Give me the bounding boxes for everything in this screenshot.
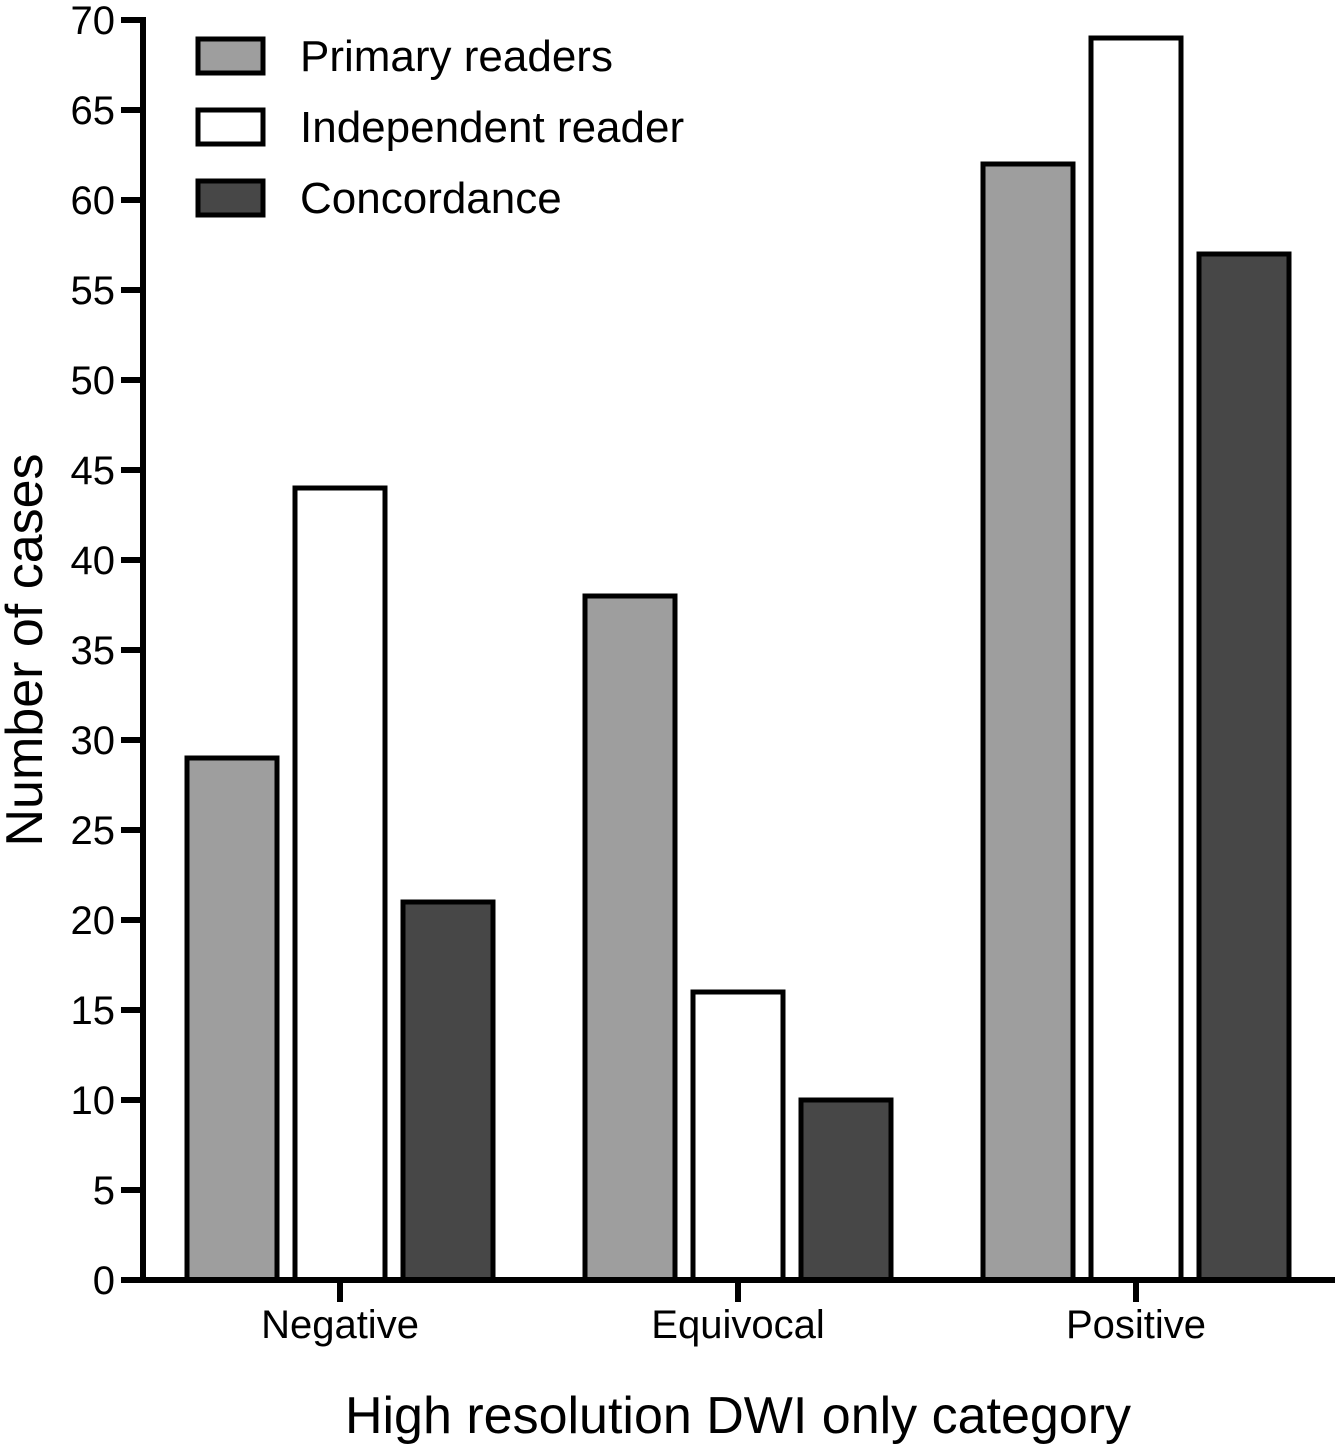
legend-swatch — [195, 36, 266, 76]
y-tick-label: 60 — [71, 179, 116, 223]
y-tick-label: 70 — [71, 0, 116, 43]
y-tick-label: 40 — [71, 539, 116, 583]
x-tick-label: Positive — [1066, 1303, 1206, 1347]
legend: Primary readers Independent reader Concord… — [195, 32, 684, 223]
bar-negative-concordance — [400, 899, 496, 1283]
x-tick-label: Equivocal — [651, 1303, 824, 1347]
y-tick-label: 65 — [71, 89, 116, 133]
y-tick-label: 30 — [71, 719, 116, 763]
bar-positive-primary-readers — [980, 161, 1076, 1283]
y-tick-label: 55 — [71, 269, 116, 313]
y-ticks: 0 5 10 15 20 25 30 35 40 45 50 55 60 65 70 — [71, 0, 143, 1303]
y-tick-label: 35 — [71, 629, 116, 673]
legend-label: Concordance — [300, 174, 562, 223]
legend-label: Independent reader — [300, 103, 684, 152]
bar-equivocal-primary-readers — [582, 593, 678, 1283]
bar-equivocal-independent-reader — [690, 989, 786, 1283]
y-tick-label: 0 — [93, 1259, 115, 1303]
x-axis-title: High resolution DWI only category — [345, 1387, 1131, 1445]
bar-positive-independent-reader — [1088, 35, 1184, 1283]
legend-swatch — [195, 107, 266, 147]
bar-negative-primary-readers — [184, 755, 280, 1283]
y-axis-title: Number of cases — [0, 453, 54, 846]
y-tick-label: 10 — [71, 1079, 116, 1123]
bars-layer — [184, 35, 1292, 1283]
bar-equivocal-concordance — [798, 1097, 894, 1283]
bar-positive-concordance — [1196, 251, 1292, 1283]
y-tick-label: 25 — [71, 809, 116, 853]
bar-negative-independent-reader — [292, 485, 388, 1283]
legend-label: Primary readers — [300, 32, 613, 81]
y-tick-label: 45 — [71, 449, 116, 493]
y-tick-label: 5 — [93, 1169, 115, 1213]
x-tick-label: Negative — [261, 1303, 419, 1347]
y-tick-label: 50 — [71, 359, 116, 403]
y-tick-label: 20 — [71, 899, 116, 943]
x-ticks: Negative Equivocal Positive — [261, 1280, 1206, 1347]
legend-swatch — [195, 178, 266, 218]
y-tick-label: 15 — [71, 989, 116, 1033]
